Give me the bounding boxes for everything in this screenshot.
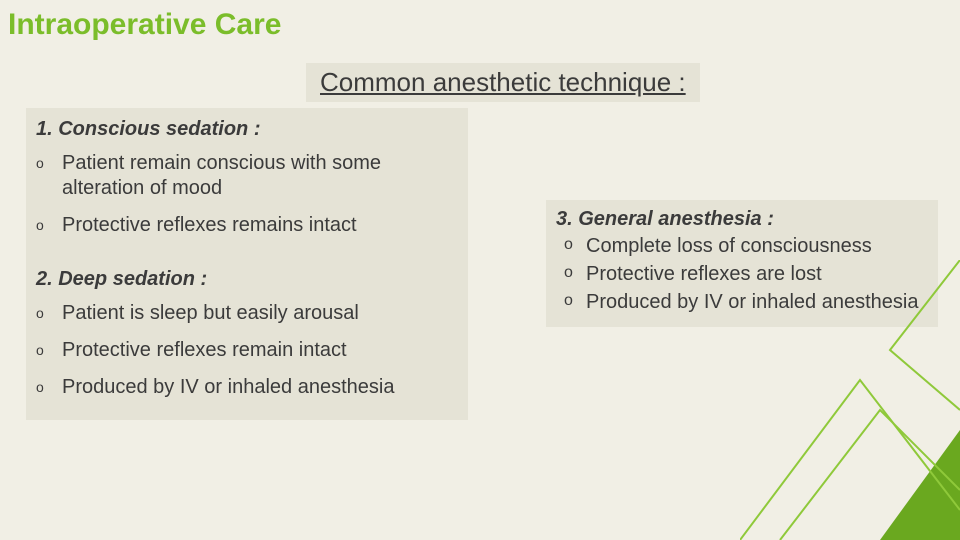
bullet-marker: o: [36, 338, 62, 358]
left-panel: 1. Conscious sedation : o Patient remain…: [26, 108, 468, 420]
section1-heading: 1. Conscious sedation :: [36, 118, 460, 141]
subtitle: Common anesthetic technique :: [306, 63, 700, 102]
section2-heading: 2. Deep sedation :: [36, 268, 460, 291]
list-item: o Protective reflexes remains intact: [36, 213, 460, 238]
bullet-text: Protective reflexes remains intact: [62, 213, 357, 238]
slide: Intraoperative Care Common anesthetic te…: [0, 0, 960, 540]
list-item: o Produced by IV or inhaled anesthesia: [36, 375, 460, 400]
section3-heading: 3. General anesthesia :: [556, 208, 928, 231]
list-item: o Protective reflexes are lost: [556, 261, 928, 287]
page-title: Intraoperative Care: [8, 8, 281, 42]
bullet-marker: o: [556, 289, 586, 310]
bullet-text: Protective reflexes are lost: [586, 261, 822, 287]
list-item: o Produced by IV or inhaled anesthesia: [556, 289, 928, 315]
bullet-marker: o: [556, 261, 586, 282]
bullet-marker: o: [36, 151, 62, 171]
bullet-text: Protective reflexes remain intact: [62, 338, 347, 363]
bullet-text: Produced by IV or inhaled anesthesia: [586, 289, 918, 315]
bullet-marker: o: [36, 301, 62, 321]
list-item: o Protective reflexes remain intact: [36, 338, 460, 363]
bullet-marker: o: [556, 233, 586, 254]
list-item: o Patient remain conscious with some alt…: [36, 151, 460, 201]
bullet-text: Patient is sleep but easily arousal: [62, 301, 359, 326]
list-item: o Complete loss of consciousness: [556, 233, 928, 259]
right-panel: 3. General anesthesia : o Complete loss …: [546, 200, 938, 327]
list-item: o Patient is sleep but easily arousal: [36, 301, 460, 326]
bullet-marker: o: [36, 213, 62, 233]
bullet-text: Produced by IV or inhaled anesthesia: [62, 375, 394, 400]
bullet-text: Patient remain conscious with some alter…: [62, 151, 460, 201]
bullet-marker: o: [36, 375, 62, 395]
bullet-text: Complete loss of consciousness: [586, 233, 872, 259]
